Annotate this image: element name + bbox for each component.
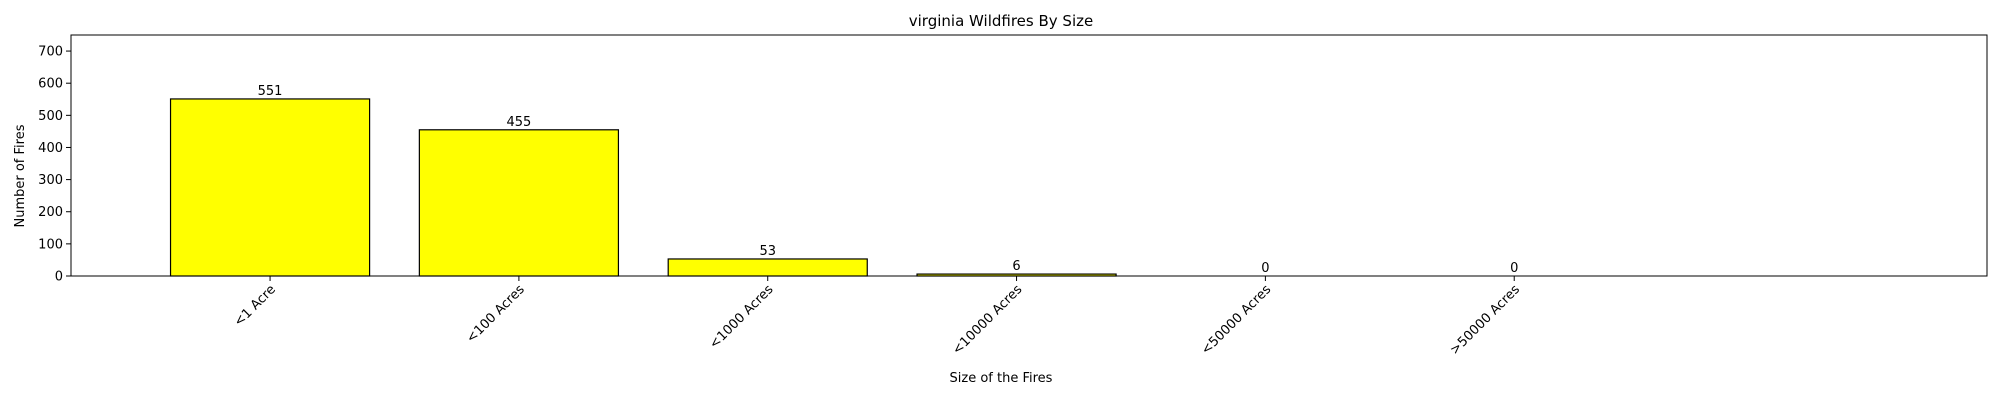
plot-frame xyxy=(70,34,1988,277)
x-tick-label: <100 Acres xyxy=(464,282,528,346)
x-axis-label: Size of the Fires xyxy=(950,371,1053,386)
x-tick-label: <50000 Acres xyxy=(1199,282,1275,358)
data-label: 0 xyxy=(1261,261,1269,276)
y-tick-label: 300 xyxy=(38,173,63,188)
bar xyxy=(418,129,620,277)
chart-title: virginia Wildfires By Size xyxy=(909,12,1093,30)
data-label: 551 xyxy=(258,84,283,99)
y-tick-label: 0 xyxy=(55,270,63,285)
y-axis-label: Number of Fires xyxy=(13,124,28,227)
x-tick-label: <1 Acre xyxy=(231,282,278,329)
data-label: 53 xyxy=(759,244,776,259)
x-tick-label: >50000 Acres xyxy=(1447,282,1523,358)
x-tick-label: <10000 Acres xyxy=(950,282,1026,358)
bar xyxy=(667,258,868,277)
y-tick-label: 700 xyxy=(38,45,63,60)
y-tick-label: 400 xyxy=(38,141,63,156)
x-tick-label: <1000 Acres xyxy=(707,282,777,352)
data-label: 6 xyxy=(1012,259,1020,274)
data-label: 455 xyxy=(506,115,531,130)
data-label: 0 xyxy=(1510,261,1518,276)
bar xyxy=(169,98,371,277)
y-tick-label: 600 xyxy=(38,77,63,92)
y-tick-label: 500 xyxy=(38,109,63,124)
y-tick-label: 200 xyxy=(38,205,63,220)
y-tick-label: 100 xyxy=(38,237,63,252)
